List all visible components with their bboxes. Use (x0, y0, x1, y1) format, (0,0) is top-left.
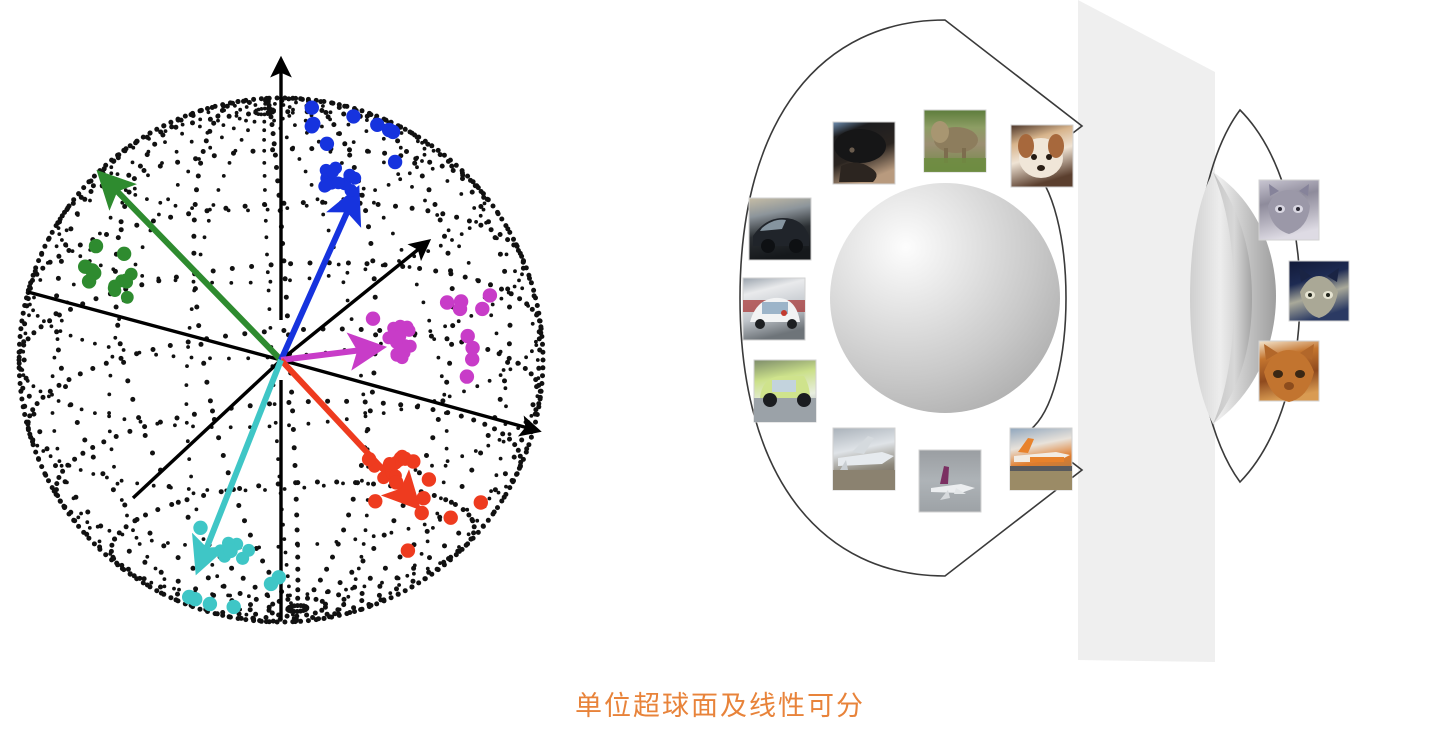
point-class-cyan (193, 520, 208, 535)
point-class-magenta (482, 288, 498, 303)
coordinate-axes (27, 55, 542, 620)
point-class-red (473, 495, 488, 510)
point-class-green (81, 274, 97, 289)
point-class-red (361, 452, 377, 467)
point-class-green (120, 275, 133, 289)
point-class-red (421, 472, 437, 487)
class-point-clusters (78, 100, 498, 615)
vector-cyan (192, 358, 284, 576)
point-class-red (443, 510, 458, 525)
thumb-plane-silver-ground (832, 427, 896, 491)
point-class-green (88, 238, 104, 254)
vector-green (96, 169, 284, 363)
point-class-green (108, 279, 121, 293)
point-class-magenta (365, 311, 381, 326)
thumb-dog-jack-russell (1010, 124, 1074, 188)
point-class-magenta (403, 339, 417, 353)
point-class-blue (346, 109, 361, 124)
point-class-magenta (395, 351, 409, 365)
thumb-dog-black (832, 121, 896, 185)
linear-classifier-plane (1078, 0, 1215, 662)
thumb-cat-orange (1258, 340, 1320, 402)
point-class-cyan (242, 543, 256, 557)
point-class-blue (387, 154, 403, 170)
point-class-green (116, 246, 132, 261)
axis-diagonal-up-right (279, 239, 432, 362)
thumb-car-dark-sports (748, 197, 812, 261)
thumb-cat-dark-blue-bg (1288, 260, 1350, 322)
class-weight-vectors (96, 169, 422, 576)
point-class-magenta (459, 369, 475, 384)
hypersphere-svg (16, 55, 546, 625)
point-class-magenta (389, 335, 403, 349)
point-class-magenta (465, 352, 480, 367)
thumbnail-group-cars (742, 197, 817, 423)
point-class-magenta (452, 301, 468, 317)
vector-magenta (280, 332, 388, 371)
point-class-blue (326, 165, 339, 179)
point-class-blue (319, 136, 335, 151)
point-class-blue (344, 184, 358, 197)
thumb-plane-in-flight (918, 449, 982, 513)
axis-diagonal-down-left (131, 358, 283, 500)
thumb-car-white-rally (742, 277, 806, 341)
point-class-cyan (271, 570, 286, 585)
point-class-red (416, 491, 431, 506)
vector-blue (278, 184, 362, 362)
point-class-green (120, 290, 134, 304)
thumb-car-green-smart (753, 359, 817, 423)
point-class-red (383, 457, 396, 470)
point-class-red (414, 505, 429, 521)
point-class-cyan (188, 592, 203, 607)
point-class-cyan (223, 543, 238, 559)
thumb-dog-terrier (923, 109, 987, 173)
thumb-cat-grey-tabby (1258, 179, 1320, 241)
sphere-slice-edge (1213, 172, 1252, 424)
axis-horizontal-right (280, 358, 542, 437)
left-region-boundary (739, 19, 1084, 577)
point-class-blue (370, 117, 385, 132)
point-class-blue (331, 176, 345, 190)
point-class-magenta (393, 319, 407, 333)
linear-classifier-figure: Linear classifier (700, 0, 1440, 680)
point-class-red (368, 494, 383, 509)
point-class-red (406, 454, 421, 469)
thumbnail-group-planes (832, 427, 1073, 513)
vector-red (278, 357, 422, 511)
point-class-cyan (202, 596, 218, 612)
point-class-red (400, 543, 416, 558)
point-class-red (389, 475, 404, 490)
hypersphere-figure (0, 40, 600, 640)
sphere-slice-crescent (1190, 172, 1276, 424)
slide-caption: 单位超球面及线性可分 (575, 691, 865, 722)
embedding-sphere (830, 183, 1060, 413)
point-class-blue (343, 168, 357, 182)
point-class-magenta (460, 328, 475, 344)
point-class-magenta (439, 295, 455, 310)
point-class-blue (319, 178, 333, 192)
thumbnail-group-cats (1258, 179, 1350, 402)
classifier-svg (739, 0, 1350, 662)
axis-horizontal-left (27, 290, 282, 362)
point-class-green (78, 259, 93, 274)
point-class-magenta (465, 340, 480, 356)
point-class-blue (304, 100, 319, 115)
thumb-plane-orange-jet (1009, 427, 1073, 491)
point-class-cyan (226, 599, 241, 615)
thumbnail-group-dogs (832, 109, 1074, 188)
point-class-blue (306, 116, 321, 132)
point-class-magenta (475, 301, 490, 317)
point-class-blue (385, 124, 401, 140)
